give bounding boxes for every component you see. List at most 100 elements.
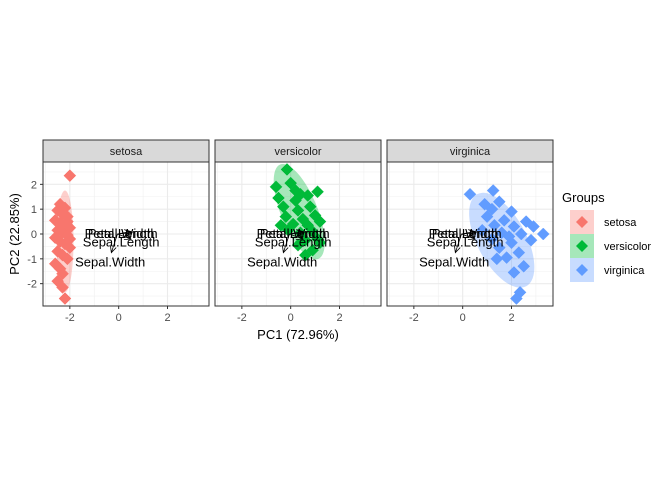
panel-border [214, 161, 382, 307]
loading-label: Sepal.Length [255, 235, 332, 250]
loading-label: Sepal.Length [83, 235, 160, 250]
data-point [311, 185, 324, 199]
y-tick-label: 0 [31, 229, 37, 241]
data-point [492, 195, 506, 209]
loading-arrow [117, 233, 132, 240]
facet-panel-setosa: setosa Petal.LengthPetal.WidthSepal.Lengt… [27, 139, 210, 324]
data-point [507, 220, 521, 233]
data-point [313, 236, 327, 250]
legend-label: setosa [604, 217, 637, 229]
legend: Groups setosa versicolor virginica [562, 190, 651, 282]
legend-label: virginica [604, 265, 645, 277]
data-point [313, 215, 327, 228]
facet-strip-label: setosa [110, 146, 143, 158]
loading-label: Sepal.Length [427, 235, 504, 250]
legend-label: versicolor [604, 241, 651, 253]
data-point [61, 215, 74, 228]
x-tick-label: 2 [508, 312, 514, 324]
loading-arrowhead [468, 229, 476, 236]
loading-arrowhead [296, 229, 304, 236]
data-point [536, 227, 550, 241]
data-point [280, 163, 294, 176]
panel-border [386, 161, 554, 307]
facet-strip-label: versicolor [274, 146, 321, 158]
data-point [269, 180, 283, 194]
loading-arrowhead [110, 245, 117, 254]
x-tick-label: 0 [116, 312, 122, 324]
loading-arrow [461, 233, 476, 240]
data-point [63, 169, 77, 183]
x-tick-label: 2 [164, 312, 170, 324]
data-point [478, 197, 492, 211]
x-tick-label: -2 [237, 312, 247, 324]
facet-strip-label: virginica [450, 146, 491, 158]
data-point [507, 266, 521, 279]
y-axis-title: PC2 (22.85%) [7, 193, 22, 275]
data-point [61, 252, 74, 266]
loading-label: Petal.Length [257, 226, 330, 241]
data-point [505, 205, 518, 219]
data-point [480, 210, 494, 223]
legend-marker [576, 264, 588, 276]
data-point [524, 233, 538, 247]
data-point [279, 210, 293, 223]
data-point [514, 227, 528, 241]
loading-label: Petal.Length [85, 226, 158, 241]
legend-title: Groups [562, 190, 605, 205]
y-tick-label: -1 [27, 254, 37, 266]
x-tick-label: -2 [65, 312, 75, 324]
loading-arrowhead [123, 233, 132, 241]
loading-label: Sepal.Width [247, 255, 317, 270]
data-point [488, 218, 501, 232]
data-point [63, 232, 77, 246]
data-point [301, 189, 315, 202]
loading-arrow [454, 233, 462, 253]
loading-arrowhead [297, 229, 306, 237]
data-point [485, 232, 499, 246]
data-point [51, 204, 65, 217]
data-point [497, 213, 511, 227]
loading-label: Sepal.Width [75, 255, 145, 270]
loading-arrow [461, 231, 475, 235]
data-point [298, 248, 312, 262]
loading-label: Petal.Length [429, 226, 502, 241]
data-point [492, 241, 506, 255]
y-tick-label: 2 [31, 179, 37, 191]
data-point [274, 218, 288, 232]
loading-arrowhead [295, 233, 304, 241]
facet-panel-virginica: virginica Petal.LengthPetal.WidthSepal.Le… [386, 139, 554, 324]
loading-arrowhead [467, 233, 476, 241]
loading-arrow [282, 233, 290, 253]
x-tick-label: 0 [460, 312, 466, 324]
data-point [289, 184, 302, 197]
data-point [490, 252, 504, 266]
loading-label: Sepal.Width [419, 255, 489, 270]
facet-panel-versicolor: versicolor Petal.LengthPetal.WidthSepal.L… [214, 139, 382, 324]
data-point [512, 246, 526, 259]
x-tick-label: 0 [288, 312, 294, 324]
y-tick-label: -2 [27, 279, 37, 291]
loading-arrow [289, 231, 303, 235]
loading-arrowhead [125, 229, 134, 237]
loading-label: Petal.Width [260, 226, 326, 241]
data-point [500, 251, 513, 264]
x-tick-label: -2 [409, 312, 419, 324]
legend-marker [576, 240, 588, 252]
x-axis-title: PC1 (72.96%) [257, 327, 339, 342]
loading-arrowhead [124, 229, 132, 236]
loading-arrowhead [469, 229, 478, 237]
data-point [276, 200, 290, 214]
data-point [475, 223, 489, 237]
loading-arrowhead [454, 245, 461, 254]
loading-arrow [289, 233, 304, 240]
data-point [486, 184, 500, 197]
facet-panels: setosaPetal.LengthPetal.WidthSepal.Lengt… [27, 139, 554, 324]
data-point [517, 259, 531, 273]
loading-label: Petal.Width [432, 226, 498, 241]
data-point [463, 187, 477, 201]
data-point [63, 241, 77, 255]
y-tick-label: 1 [31, 204, 37, 216]
x-tick-label: 2 [336, 312, 342, 324]
data-point [510, 292, 523, 305]
